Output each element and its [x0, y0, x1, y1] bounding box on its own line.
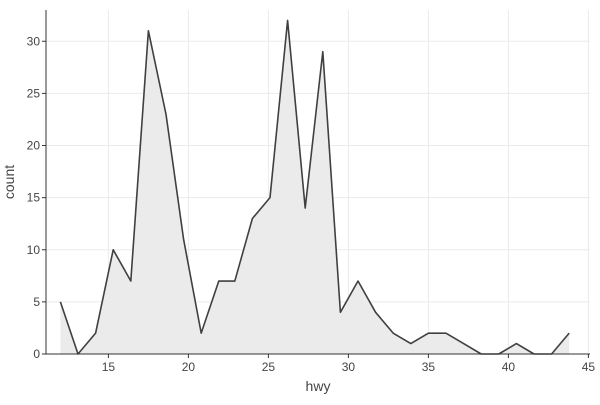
- y-tick-label: 5: [33, 295, 40, 309]
- y-tick-label: 20: [27, 139, 41, 153]
- y-tick-label: 15: [27, 191, 41, 205]
- y-axis-title: count: [1, 165, 17, 199]
- y-tick-label: 0: [33, 347, 40, 361]
- x-tick-label: 30: [342, 360, 356, 374]
- x-tick-label: 45: [582, 360, 596, 374]
- x-axis-title: hwy: [306, 378, 331, 394]
- x-tick-label: 20: [182, 360, 196, 374]
- x-tick-label: 15: [102, 360, 116, 374]
- x-tick-label: 35: [422, 360, 436, 374]
- x-tick-label: 40: [502, 360, 516, 374]
- y-tick-label: 30: [27, 34, 41, 48]
- y-tick-label: 10: [27, 243, 41, 257]
- x-tick-label: 25: [262, 360, 276, 374]
- series-area-layer: [60, 20, 569, 354]
- y-tick-label: 25: [27, 86, 41, 100]
